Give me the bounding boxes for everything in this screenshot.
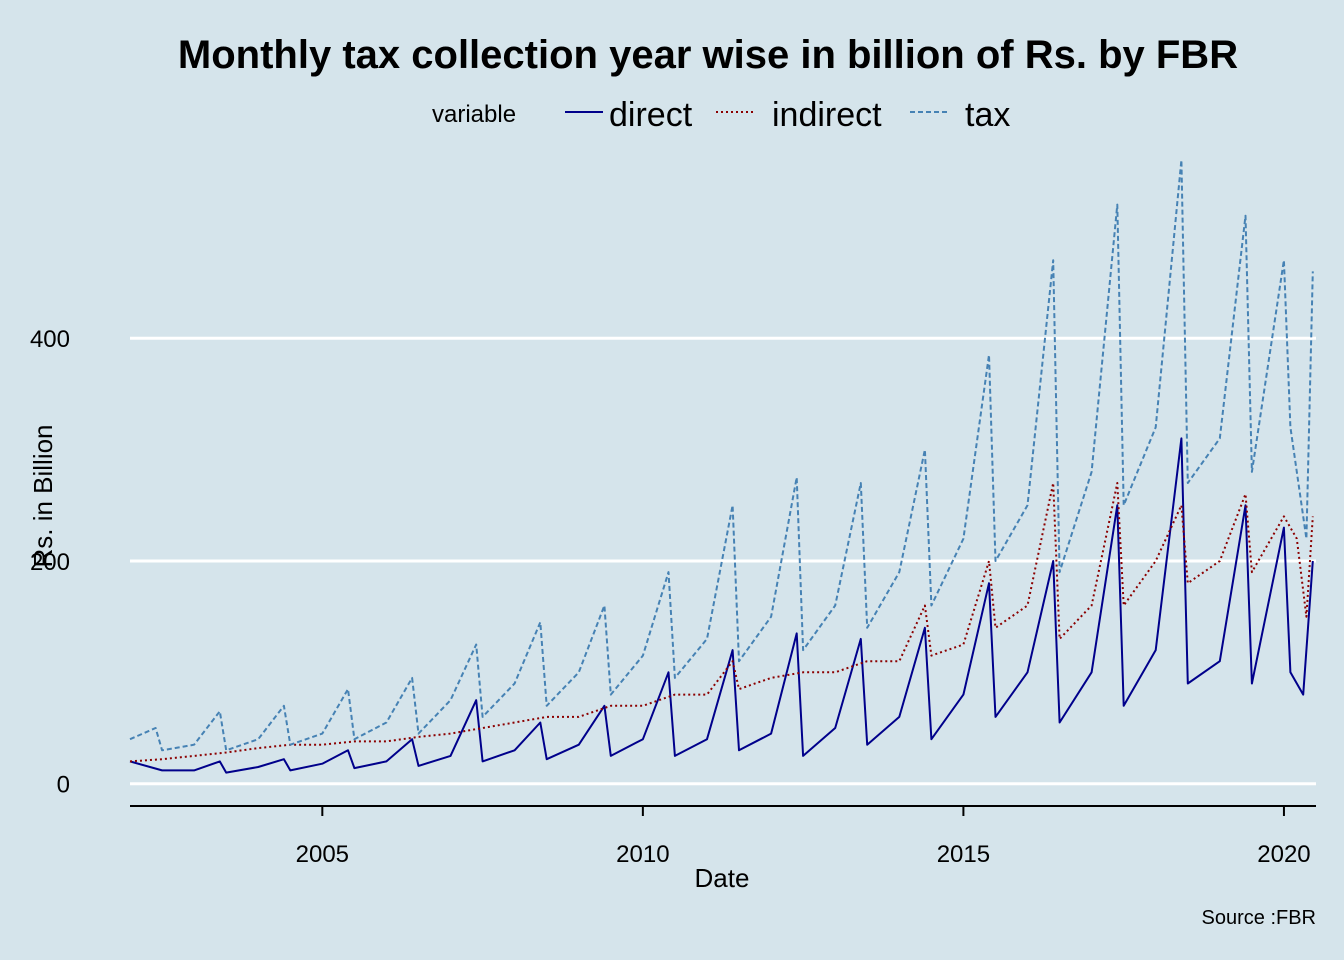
legend-label-indirect: indirect: [772, 96, 882, 134]
legend: variable direct indirect tax: [432, 96, 1010, 134]
x-tick-label-2015: 2015: [937, 841, 990, 868]
series-lines: [129, 159, 1314, 774]
x-tick-label-2020: 2020: [1257, 841, 1310, 868]
series-line-direct: [129, 437, 1314, 774]
gridlines: [130, 336, 1316, 786]
series-line-tax: [129, 159, 1314, 752]
y-tick-label-200: 200: [30, 549, 70, 576]
y-axis-title: Rs. in Billion: [28, 424, 58, 567]
series-line-indirect: [129, 482, 1314, 763]
y-tick-label-0: 0: [57, 772, 70, 799]
x-axis-ticks: 2005 2010 2015 2020: [296, 806, 1311, 868]
y-tick-label-400: 400: [30, 326, 70, 353]
legend-title: variable: [432, 101, 516, 128]
x-axis-title: Date: [695, 863, 750, 893]
caption: Source :FBR: [1202, 907, 1316, 929]
chart-title: Monthly tax collection year wise in bill…: [178, 33, 1238, 77]
x-tick-label-2005: 2005: [296, 841, 349, 868]
legend-label-tax: tax: [965, 96, 1010, 134]
x-tick-label-2010: 2010: [616, 841, 669, 868]
legend-label-direct: direct: [609, 96, 693, 134]
y-axis-ticks: 0 200 400: [30, 326, 70, 799]
